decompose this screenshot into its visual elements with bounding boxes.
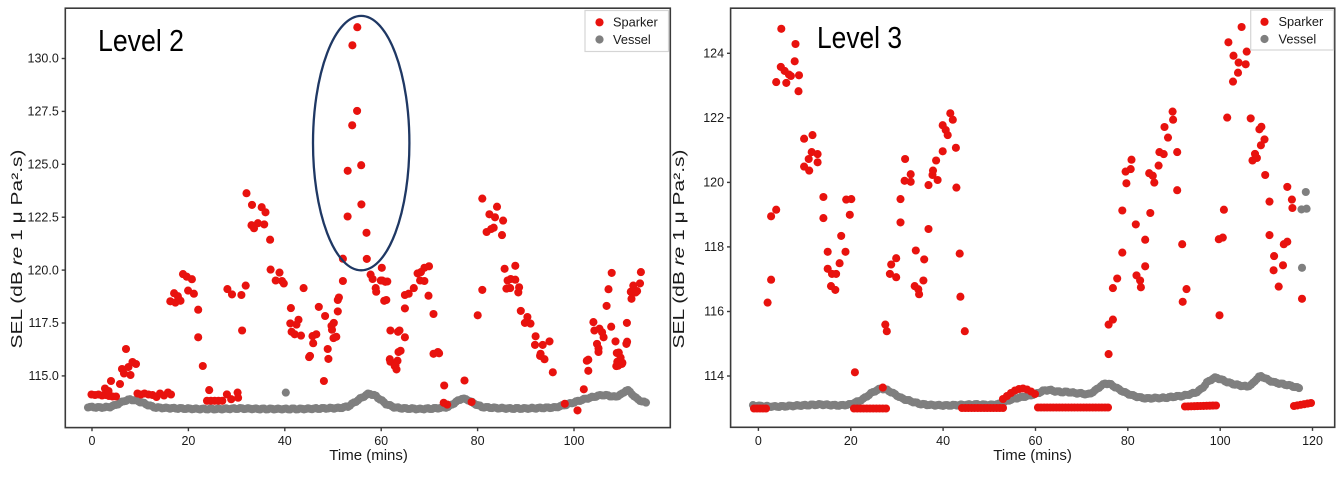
- svg-text:Time (mins): Time (mins): [993, 447, 1072, 464]
- svg-text:40: 40: [278, 434, 292, 448]
- svg-text:Level 2: Level 2: [98, 23, 184, 58]
- svg-text:20: 20: [844, 434, 858, 448]
- svg-text:118: 118: [704, 240, 724, 254]
- svg-text:100: 100: [1210, 434, 1231, 448]
- svg-text:116: 116: [704, 305, 724, 319]
- svg-text:Vessel: Vessel: [1279, 31, 1317, 46]
- svg-text:120: 120: [1302, 434, 1323, 448]
- svg-text:125.0: 125.0: [28, 158, 59, 172]
- svg-text:114: 114: [704, 369, 724, 383]
- svg-text:Vessel: Vessel: [613, 32, 651, 47]
- svg-text:60: 60: [1029, 434, 1043, 448]
- svg-text:117.5: 117.5: [28, 316, 58, 330]
- svg-text:115.0: 115.0: [28, 369, 58, 383]
- svg-text:100: 100: [564, 434, 585, 448]
- svg-text:120.0: 120.0: [28, 263, 59, 277]
- svg-text:SEL (dB re 1 μ Pa².s): SEL (dB re 1 μ Pa².s): [671, 149, 688, 348]
- svg-text:Sparker: Sparker: [1279, 14, 1325, 29]
- svg-text:124: 124: [703, 47, 724, 61]
- svg-text:122: 122: [703, 111, 724, 125]
- svg-text:40: 40: [936, 434, 950, 448]
- svg-text:60: 60: [374, 434, 388, 448]
- svg-text:127.5: 127.5: [28, 105, 59, 119]
- svg-text:0: 0: [755, 434, 762, 448]
- svg-text:0: 0: [89, 434, 96, 448]
- svg-text:20: 20: [181, 434, 195, 448]
- svg-text:120: 120: [703, 176, 724, 190]
- svg-text:80: 80: [1121, 434, 1135, 448]
- svg-text:80: 80: [471, 434, 485, 448]
- svg-text:Level 3: Level 3: [817, 20, 902, 55]
- svg-text:SEL (dB re 1 μ Pa².s): SEL (dB re 1 μ Pa².s): [9, 149, 26, 348]
- svg-text:Sparker: Sparker: [613, 15, 659, 30]
- svg-text:130.0: 130.0: [28, 52, 59, 66]
- svg-text:Time (mins): Time (mins): [329, 447, 408, 464]
- svg-text:122.5: 122.5: [28, 210, 59, 224]
